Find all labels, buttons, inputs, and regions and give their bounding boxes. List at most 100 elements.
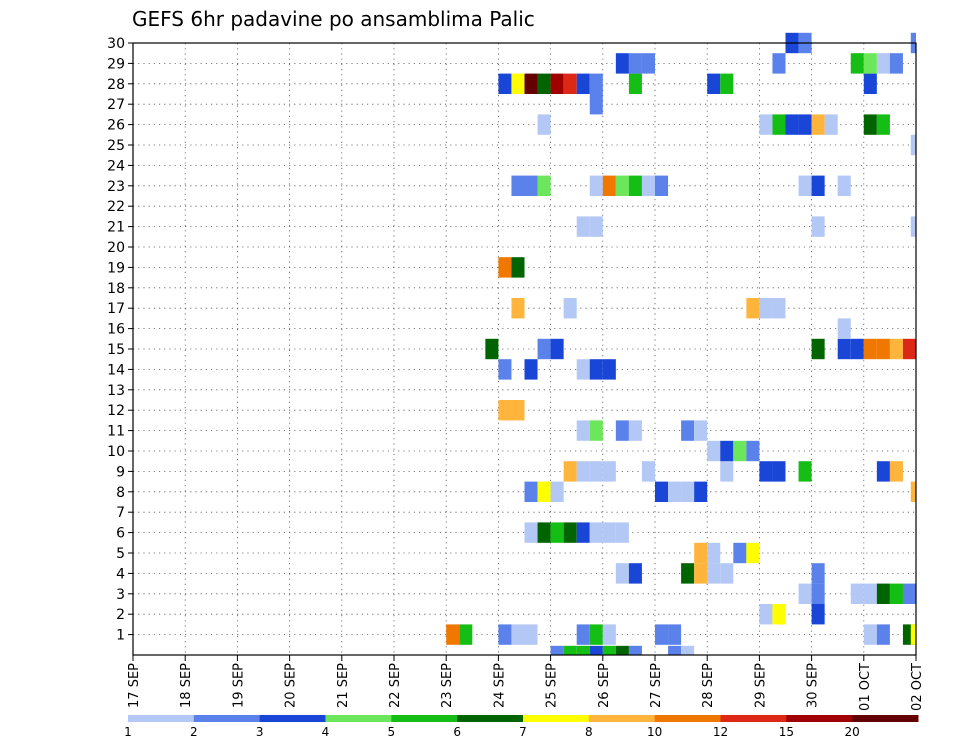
y-axis: 1234567891011121314151617181920212223242… (107, 36, 133, 644)
precip-cell (811, 583, 825, 604)
y-tick-label: 18 (107, 281, 125, 297)
precip-cell (576, 359, 590, 380)
y-tick-label: 6 (116, 526, 125, 542)
precip-cell (863, 53, 877, 74)
precip-cell (589, 359, 603, 380)
precip-cell (720, 563, 734, 584)
y-tick-label: 7 (116, 505, 125, 521)
precip-cell (863, 624, 877, 645)
precip-cell (537, 114, 551, 135)
precip-cell (902, 583, 916, 604)
y-tick-label: 3 (116, 587, 125, 603)
precip-cell (694, 542, 708, 564)
precip-cell (511, 298, 525, 319)
colorbar-label: 20 (845, 725, 860, 739)
precip-cell (524, 481, 538, 502)
precip-cell (889, 583, 903, 604)
precip-cell (628, 53, 642, 74)
precip-cell (589, 522, 603, 543)
colorbar-segment (325, 715, 392, 722)
precip-cell (615, 420, 629, 441)
precip-cell (589, 175, 603, 196)
precip-cell (550, 73, 564, 94)
y-tick-label: 19 (107, 260, 125, 276)
precip-cell (707, 440, 721, 462)
precip-cell (550, 338, 564, 360)
precip-cell (759, 461, 773, 482)
y-tick-label: 27 (107, 97, 125, 113)
precip-cell (746, 542, 760, 564)
precip-cell (681, 645, 695, 655)
precip-cell (668, 645, 682, 655)
precip-cell (850, 583, 864, 604)
colorbar-segment (523, 715, 590, 722)
precip-cell (733, 542, 747, 564)
precip-cell (576, 420, 590, 441)
colorbar-segment (720, 715, 787, 722)
precip-cell (524, 522, 538, 543)
y-tick-label: 9 (116, 464, 125, 480)
precip-cell (615, 645, 629, 655)
x-tick-label: 25 SEP (545, 663, 560, 708)
y-tick-label: 14 (107, 362, 125, 378)
precip-cell (615, 522, 629, 543)
x-tick-label: 01 OCT (858, 663, 873, 711)
x-tick-label: 26 SEP (597, 663, 612, 708)
precip-cell (798, 175, 812, 196)
colorbar-segment (193, 715, 261, 722)
precip-cell (576, 73, 590, 94)
precip-cell (498, 73, 512, 94)
precip-cell (498, 624, 512, 645)
precip-cell (863, 114, 877, 135)
precip-cell (641, 175, 655, 196)
y-tick-label: 16 (107, 322, 125, 338)
precip-cell (863, 338, 877, 360)
y-tick-label: 20 (107, 240, 125, 256)
precip-cell (746, 440, 760, 462)
precip-cell (576, 645, 590, 655)
precip-cell (910, 481, 916, 502)
y-tick-label: 29 (107, 56, 125, 72)
y-tick-label: 17 (107, 301, 125, 317)
colorbar-label: 6 (453, 725, 461, 739)
precip-cell (563, 461, 577, 482)
x-tick-label: 18 SEP (179, 663, 194, 708)
colorbar-segment (259, 715, 326, 722)
precip-cell (576, 216, 590, 237)
precip-cell (511, 175, 525, 196)
precip-cell (524, 175, 538, 196)
precip-cell (628, 645, 642, 655)
precip-cell (811, 604, 825, 625)
precip-cell (876, 114, 890, 135)
precip-cell (772, 114, 786, 135)
precip-cell (589, 461, 603, 482)
precip-cell (589, 645, 603, 655)
precip-cell (576, 461, 590, 482)
precip-cell (537, 175, 551, 196)
x-tick-label: 27 SEP (649, 663, 664, 708)
precip-cell (772, 53, 786, 74)
precip-cell (837, 318, 851, 339)
precip-cell (720, 440, 734, 462)
precip-cell (589, 624, 603, 645)
y-tick-label: 5 (116, 546, 125, 562)
y-tick-label: 24 (107, 158, 125, 174)
precip-cell (576, 624, 590, 645)
precip-cell (589, 216, 603, 237)
y-tick-label: 21 (107, 220, 125, 236)
precip-cell (759, 604, 773, 625)
x-tick-label: 24 SEP (492, 663, 507, 708)
colorbar-label: 2 (190, 725, 198, 739)
precip-cell (798, 583, 812, 604)
precip-cell (628, 563, 642, 584)
precip-cell (876, 53, 890, 74)
precip-cell (889, 338, 903, 360)
precip-cell (628, 175, 642, 196)
colorbar-segment (457, 715, 524, 722)
precip-cell (733, 440, 747, 462)
precip-cell (837, 175, 851, 196)
precip-cell (498, 257, 512, 278)
precip-cell (910, 216, 916, 237)
precip-cell (576, 522, 590, 543)
precip-cell (537, 481, 551, 502)
